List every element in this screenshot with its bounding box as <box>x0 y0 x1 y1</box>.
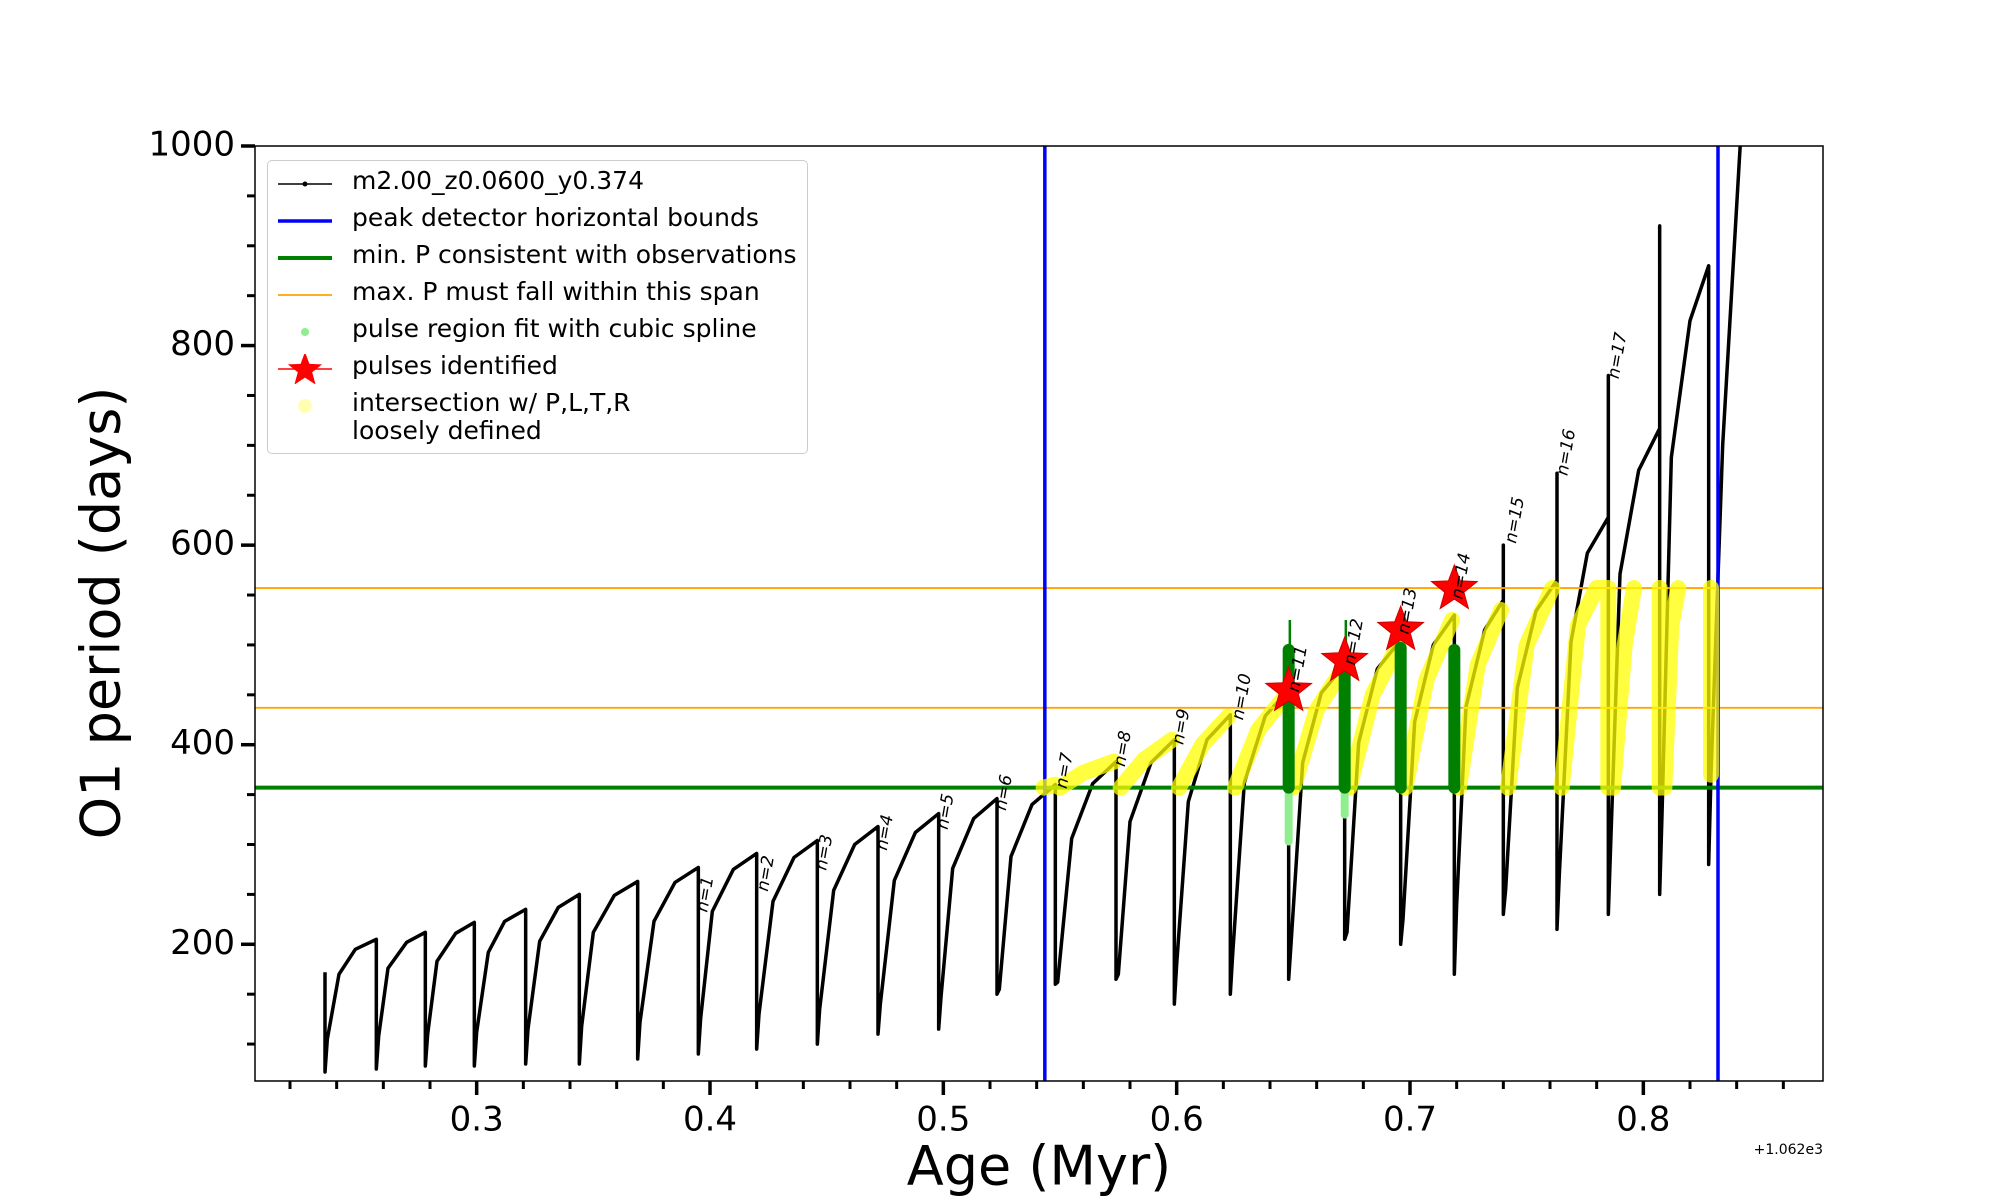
y-tick-label: 200 <box>170 923 235 963</box>
legend-label: max. P must fall within this span <box>352 277 760 306</box>
legend-label: pulses identified <box>352 351 558 380</box>
pulse-star <box>1264 665 1313 712</box>
legend-handle <box>301 328 309 336</box>
plot-area <box>255 146 1823 1081</box>
legend-label: intersection w/ P,L,T,R loosely defined <box>352 388 631 445</box>
pulse-number: n=5 <box>933 792 959 831</box>
y-tick-label: 600 <box>170 524 235 564</box>
pulse-number: n=13 <box>1394 586 1422 635</box>
y-tick-label: 1000 <box>148 125 235 165</box>
pulse-star <box>1430 563 1479 610</box>
x-tick-label: 0.6 <box>1150 1100 1204 1140</box>
pulse-number: n=4 <box>872 813 898 852</box>
legend-swatch <box>298 399 312 413</box>
pulse-star <box>1376 604 1425 651</box>
pulse-number: n=17 <box>1604 331 1632 381</box>
legend-label: m2.00_z0.0600_y0.374 <box>352 166 644 195</box>
legend-swatch <box>301 328 309 336</box>
x-axis-label: Age (Myr) <box>907 1135 1172 1198</box>
legend-swatch <box>278 181 332 187</box>
axes-frame <box>254 145 1824 1082</box>
legend-entry: peak detector horizontal bounds <box>276 204 797 241</box>
legend-swatch <box>278 256 332 260</box>
legend-entry: pulses identified <box>276 352 797 389</box>
pulse-star <box>1320 635 1369 682</box>
x-tick-label: 0.3 <box>450 1100 504 1140</box>
legend-handle <box>298 399 312 413</box>
legend-swatch <box>278 354 332 384</box>
pulse-number: n=3 <box>811 833 837 872</box>
pulse-bar <box>1282 641 1461 794</box>
y-axis-label: O1 period (days) <box>70 387 133 840</box>
x-tick-label: 0.4 <box>683 1100 737 1140</box>
x-tick-label: 0.5 <box>916 1100 970 1140</box>
legend-entry: m2.00_z0.0600_y0.374 <box>276 167 797 204</box>
pulse-number: n=16 <box>1552 427 1580 477</box>
pulse-number: n=6 <box>991 773 1017 812</box>
legend-swatch <box>278 219 332 223</box>
pulse-number: n=9 <box>1168 707 1194 746</box>
pulse-number: n=12 <box>1340 617 1368 666</box>
legend-entry: intersection w/ P,L,T,R loosely defined <box>276 389 797 445</box>
legend-entry: max. P must fall within this span <box>276 278 797 315</box>
legend-label: peak detector horizontal bounds <box>352 203 759 232</box>
legend-entry: min. P consistent with observations <box>276 241 797 278</box>
x-tick-label: 0.8 <box>1616 1100 1670 1140</box>
legend-swatch <box>278 294 332 296</box>
x-tick-label: 0.7 <box>1383 1100 1437 1140</box>
legend-handle <box>287 354 323 384</box>
pulse-number: n=15 <box>1501 495 1529 544</box>
legend-label: pulse region fit with cubic spline <box>352 314 757 343</box>
legend-label: min. P consistent with observations <box>352 240 797 269</box>
x-offset-label: +1.062e3 <box>1754 1142 1823 1158</box>
pulse-number: n=14 <box>1447 551 1475 600</box>
y-tick-label: 400 <box>170 723 235 763</box>
intersection-band <box>1035 580 1719 796</box>
pulse-number: n=10 <box>1228 672 1256 721</box>
legend-handle-dot <box>302 181 308 187</box>
legend-entry: pulse region fit with cubic spline <box>276 315 797 352</box>
y-tick-label: 800 <box>170 324 235 364</box>
